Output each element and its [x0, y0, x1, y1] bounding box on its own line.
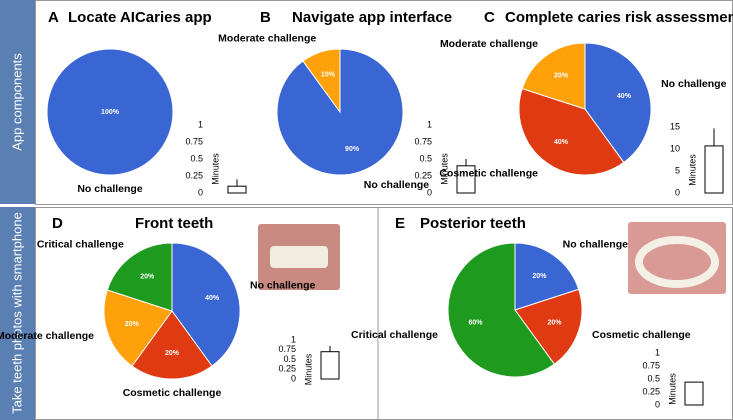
y-tick-label: 0.25 — [414, 170, 432, 180]
y-axis-label: Minutes — [303, 353, 313, 385]
y-tick-label: 0 — [291, 373, 296, 383]
y-tick-label: 1 — [655, 347, 660, 357]
row-label: Take teeth photos with smartphone — [9, 212, 24, 414]
category-label: No challenge — [364, 179, 430, 191]
y-tick-label: 0 — [675, 187, 680, 197]
chart-title: Front teeth — [135, 215, 213, 232]
value-label: 20% — [547, 320, 562, 327]
value-label: 40% — [205, 295, 220, 302]
category-label: Moderate challenge — [440, 38, 538, 50]
value-label: 40% — [617, 93, 632, 100]
y-tick-label: 0.5 — [419, 153, 432, 163]
y-tick-label: 1 — [291, 334, 296, 344]
panel-letter: D — [52, 215, 63, 232]
category-label: Critical challenge — [351, 329, 438, 341]
chart-title: Posterior teeth — [420, 215, 526, 232]
bar — [456, 165, 476, 194]
value-label: 20% — [140, 274, 155, 281]
y-tick-label: 5 — [675, 165, 680, 175]
panel-letter: E — [395, 215, 405, 232]
photo-teeth — [635, 236, 719, 288]
bar — [704, 145, 724, 194]
value-label: 20% — [554, 73, 569, 80]
y-tick-label: 0.75 — [414, 136, 432, 146]
bar — [684, 381, 704, 406]
category-label: Critical challenge — [37, 238, 124, 250]
pie-slice — [584, 42, 652, 164]
y-tick-label: 0.75 — [185, 136, 203, 146]
row-band — [0, 0, 35, 204]
pie-slice — [106, 242, 173, 312]
chart-title: Navigate app interface — [292, 9, 452, 26]
pie-slice — [447, 242, 556, 378]
y-tick-label: 0 — [198, 187, 203, 197]
y-tick-label: 0.75 — [642, 360, 660, 370]
value-label: 20% — [125, 321, 140, 328]
category-label: Cosmetic challenge — [439, 168, 538, 180]
category-label: No challenge — [661, 78, 727, 90]
y-tick-label: 0.5 — [283, 354, 296, 364]
chart-title: Locate AICaries app — [68, 9, 212, 26]
value-label: 20% — [532, 273, 547, 280]
y-axis-label: Minutes — [687, 154, 697, 186]
y-tick-label: 0.25 — [642, 386, 660, 396]
category-label: No challenge — [563, 238, 629, 250]
bar — [320, 351, 340, 380]
value-label: 40% — [554, 139, 569, 146]
category-label: Cosmetic challenge — [123, 387, 222, 399]
y-tick-label: 15 — [670, 121, 680, 131]
y-tick-label: 0.25 — [185, 170, 203, 180]
panel-letter: C — [484, 9, 495, 26]
category-label: Moderate challenge — [218, 33, 316, 45]
panel-letter: A — [48, 9, 59, 26]
panel-letter: B — [260, 9, 271, 26]
pie-slice — [46, 48, 174, 176]
y-tick-label: 10 — [670, 143, 680, 153]
pie-slice — [131, 310, 213, 380]
category-label: Cosmetic challenge — [592, 329, 691, 341]
y-axis-label: Minutes — [439, 153, 449, 185]
value-label: 20% — [165, 350, 180, 357]
category-label: Moderate challenge — [0, 330, 94, 342]
chart-title: Complete caries risk assessment — [505, 9, 733, 26]
y-tick-label: 0.25 — [278, 364, 296, 374]
y-tick-label: 0 — [427, 187, 432, 197]
category-label: No challenge — [77, 183, 143, 195]
pie-slice — [521, 42, 586, 110]
row-label: App components — [9, 53, 24, 151]
y-axis-label: Minutes — [210, 153, 220, 185]
value-label: 10% — [321, 72, 336, 79]
bar — [227, 185, 247, 194]
y-tick-label: 1 — [427, 119, 432, 129]
category-label: No challenge — [250, 279, 316, 291]
pie-slice — [171, 242, 241, 367]
y-tick-label: 0 — [655, 399, 660, 409]
pie-slice — [103, 289, 173, 367]
pie-slice — [518, 87, 625, 176]
value-label: 60% — [468, 320, 483, 327]
y-tick-label: 0.75 — [278, 344, 296, 354]
y-tick-label: 1 — [198, 119, 203, 129]
value-label: 90% — [345, 146, 360, 153]
pie-slice — [302, 48, 341, 114]
y-tick-label: 0.5 — [647, 373, 660, 383]
row-band — [0, 207, 35, 420]
y-tick-label: 0.5 — [190, 153, 203, 163]
y-axis-label: Minutes — [667, 373, 677, 405]
value-label: 100% — [101, 109, 120, 116]
photo-teeth — [270, 246, 328, 268]
pie-slice — [514, 242, 580, 311]
pie-slice — [514, 288, 583, 365]
